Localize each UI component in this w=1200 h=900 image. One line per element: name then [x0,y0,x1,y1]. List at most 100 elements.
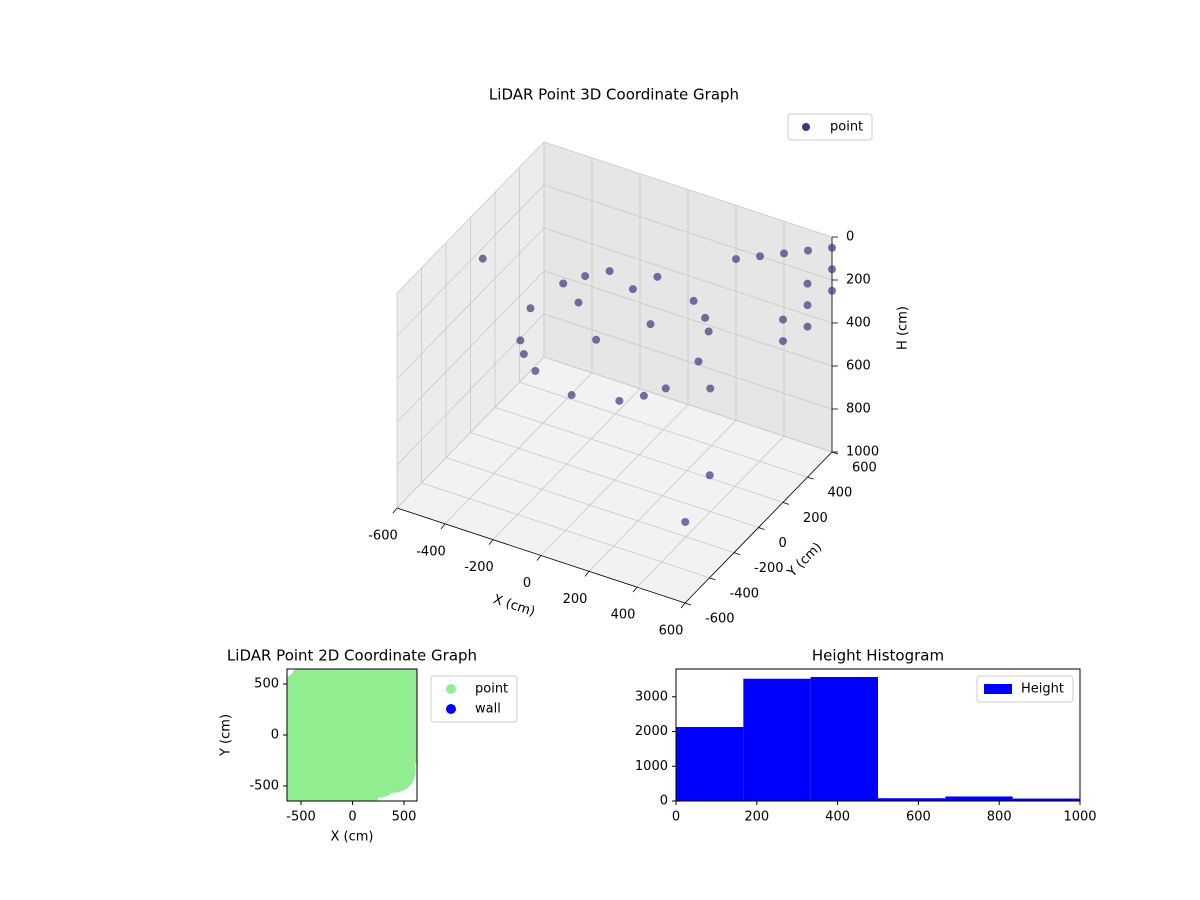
y-tick [782,501,790,505]
z-tick-label: 800 [846,402,871,417]
point [330,772,375,801]
point [315,713,360,757]
y-tick-label: -400 [730,586,760,601]
point [779,315,787,324]
point [756,252,764,261]
legend-label: wall [475,702,501,717]
points [287,669,417,801]
point [706,384,715,393]
chart-title: Height Histogram [812,647,944,665]
point [615,396,624,405]
y-tick-label: -600 [705,612,735,627]
point [628,285,637,294]
grid-line [543,227,833,324]
x-tick-label: -500 [286,810,316,825]
legend-box [787,113,873,141]
legend-marker [984,684,1012,694]
grid-line [470,432,759,528]
grid-line [543,313,833,410]
point [803,279,812,288]
x-tick-label: 800 [987,810,1012,825]
z-tick-label: 1000 [846,445,879,460]
grid-line [396,141,545,294]
point [646,320,655,329]
point [780,249,788,258]
y-tick [684,602,692,606]
legend-label: point [830,120,863,135]
legend-box [976,675,1074,703]
grid-line [396,270,545,423]
legend-box [430,675,518,723]
legend-marker [446,704,456,714]
point [605,267,614,276]
y-tick-label: 600 [852,461,877,476]
point [828,265,836,274]
point [661,384,670,393]
y-tick [807,476,814,480]
point [287,733,324,778]
y-tick-label: 1000 [635,759,668,774]
y-tick-label: 0 [779,536,787,551]
x-tick-label: 400 [825,810,850,825]
bar [878,798,946,801]
y-tick-label: -200 [754,561,784,576]
x-tick-label: 500 [392,810,417,825]
y-tick-label: 400 [828,486,853,501]
x-tick-label: -600 [368,529,398,544]
grid-line [494,406,784,503]
point [574,298,583,307]
x-tick-label: -400 [416,544,446,559]
x-tick-label: 1000 [1063,810,1096,825]
point [828,243,836,252]
x-tick [440,523,446,530]
y-axis-label: Y (cm) [219,714,234,757]
grid-line [445,457,735,554]
x-tick-label: 600 [906,810,931,825]
x-tick [488,539,494,545]
point [531,366,540,375]
y-tick-label: 3000 [635,689,668,704]
axes-frame [675,668,1081,802]
legend-marker [446,684,456,694]
legend-marker [802,123,810,131]
point [803,322,812,331]
point [701,313,710,322]
grid-line [543,141,833,238]
x-tick-label: -200 [464,560,494,575]
point [828,286,836,295]
point [478,254,487,263]
y-tick [709,577,716,581]
point [345,713,390,757]
point [705,471,714,480]
legend-label: point [475,682,508,697]
bar [1012,798,1080,801]
y-tick-label: 2000 [635,724,668,739]
grid-line [421,482,710,579]
point [694,357,703,366]
point [804,246,812,255]
x-tick-label: 400 [611,608,636,623]
point [516,336,525,345]
point [526,304,535,313]
grid-line [543,184,833,281]
chart-title: LiDAR Point 3D Coordinate Graph [489,86,739,104]
y-tick-label: 200 [803,511,828,526]
x-tick-label: 600 [659,624,684,639]
x-tick [632,586,638,593]
bar [945,796,1013,801]
y-tick [733,552,741,556]
point [519,350,528,359]
x-tick-label: 200 [744,810,769,825]
x-tick-label: 0 [672,810,680,825]
point [704,327,713,336]
grid-line [396,227,545,380]
bar [810,676,878,801]
x-tick [536,555,542,561]
x-tick-label: 0 [523,576,531,591]
grid-line [543,270,833,367]
x-axis-label: X (cm) [331,830,374,845]
x-tick [680,602,686,609]
point [592,335,601,344]
grid-line [396,184,545,337]
